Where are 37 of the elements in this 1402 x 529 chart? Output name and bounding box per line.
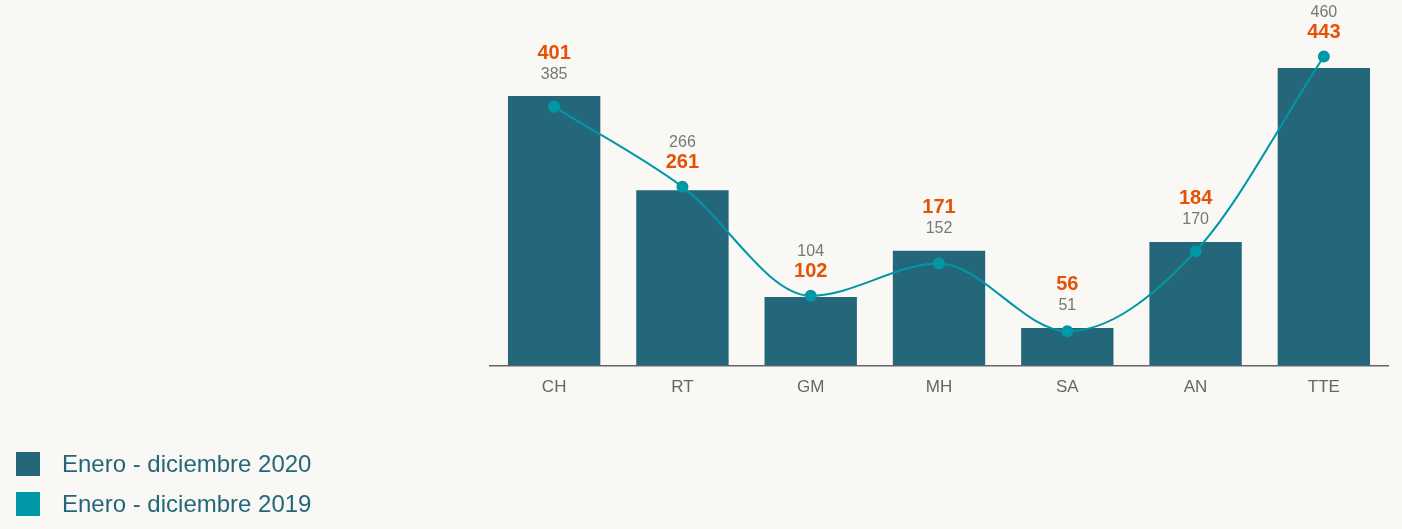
bar (636, 190, 729, 366)
bar (1277, 67, 1371, 366)
point (1061, 325, 1074, 338)
bar (507, 96, 601, 366)
data-label: 102 (794, 259, 828, 282)
x-tick-label: CH (541, 377, 567, 397)
data-label: 170 (1182, 210, 1210, 228)
data-label: 171 (922, 195, 956, 218)
data-label: 104 (797, 242, 825, 260)
x-tick-label: TTE (1307, 377, 1340, 397)
point (676, 180, 689, 193)
data-label: 443 (1307, 19, 1341, 42)
bar (1149, 241, 1242, 366)
legend-label: Enero - diciembre 2019 (62, 490, 312, 518)
x-tick-label: RT (671, 377, 694, 397)
data-label: 261 (665, 150, 700, 173)
data-label: 385 (540, 64, 568, 82)
data-label: 51 (1058, 296, 1077, 314)
point (933, 257, 945, 270)
data-label: 56 (1056, 272, 1079, 295)
data-label: 401 (537, 40, 571, 63)
x-tick-label: GM (797, 377, 825, 397)
data-label: 152 (925, 219, 953, 237)
point (804, 289, 817, 302)
bar (1021, 327, 1114, 366)
data-label: 460 (1310, 2, 1338, 20)
x-tick-label: SA (1055, 377, 1080, 397)
x-tick-label: AN (1183, 377, 1208, 397)
point (1317, 50, 1330, 63)
data-label: 184 (1178, 186, 1214, 209)
x-tick-label: MH (925, 377, 953, 397)
bar (892, 250, 986, 366)
data-label: 266 (669, 133, 696, 151)
legend-label: Enero - diciembre 2020 (62, 450, 312, 478)
point (548, 100, 561, 113)
bar (764, 297, 857, 366)
point (1189, 245, 1202, 258)
